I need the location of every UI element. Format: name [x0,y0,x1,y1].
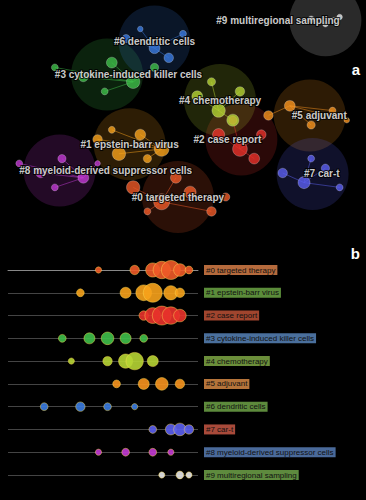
svg-text:#1 epstein-barr virus: #1 epstein-barr virus [80,139,179,150]
svg-text:#8 myeloid-derived suppressor: #8 myeloid-derived suppressor cells [206,448,334,457]
svg-text:#6 dendritic cells: #6 dendritic cells [114,36,196,47]
svg-text:#7 car-t: #7 car-t [304,168,340,179]
svg-text:#3 cytokine-induced killer cel: #3 cytokine-induced killer cells [206,334,314,343]
svg-text:#0 targeted therapy: #0 targeted therapy [206,266,275,275]
svg-text:#6 dendritic cells: #6 dendritic cells [206,402,266,411]
svg-text:#3 cytokine-induced killer cel: #3 cytokine-induced killer cells [55,69,203,80]
svg-text:#9 multiregional sampling: #9 multiregional sampling [206,471,297,480]
svg-text:#1 epstein-barr virus: #1 epstein-barr virus [206,288,279,297]
svg-text:#8 myeloid-derived suppressor: #8 myeloid-derived suppressor cells [19,165,192,176]
svg-text:#7 car-t: #7 car-t [206,425,234,434]
svg-text:#5 adjuvant: #5 adjuvant [206,379,248,388]
svg-text:#5 adjuvant: #5 adjuvant [292,110,348,121]
svg-text:b: b [351,245,360,262]
svg-text:a: a [352,61,361,78]
svg-text:#2 case report: #2 case report [206,311,258,320]
svg-text:#4 chemotherapy: #4 chemotherapy [179,95,262,106]
svg-text:#4 chemotherapy: #4 chemotherapy [206,357,268,366]
svg-text:#2 case report: #2 case report [193,134,261,145]
svg-text:#9 multiregional sampling: #9 multiregional sampling [216,15,339,26]
svg-text:#0 targeted therapy: #0 targeted therapy [132,192,225,203]
